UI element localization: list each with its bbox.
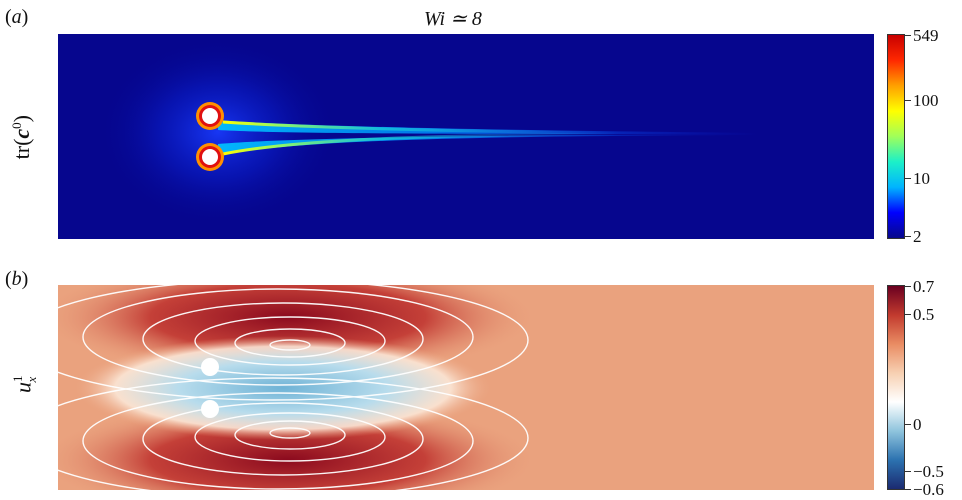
wake-upper	[218, 120, 758, 134]
cbar-a-tick-label: 100	[913, 91, 939, 110]
cbar-a-tickmark	[905, 178, 911, 179]
panel-a-colorbar	[887, 34, 905, 239]
cbar-b-tickmark	[905, 314, 911, 315]
panel-b-label: (b)	[5, 268, 29, 290]
cbar-b-tick-label: 0	[913, 415, 922, 434]
panel-b-ylabel: u1x	[10, 350, 40, 420]
cbar-a-tickmark	[905, 236, 911, 237]
cbar-b-tick-label: 0.5	[913, 305, 935, 324]
figure-title: Wi ≃ 8	[424, 6, 482, 31]
panel-a-ylabel: tr(c0)	[9, 87, 35, 187]
cbar-b-tickmark	[905, 424, 911, 425]
panel-a-letter: a	[11, 6, 22, 28]
ylabel-b-base: u	[10, 382, 36, 393]
cylinder-upper-b	[201, 358, 219, 376]
cbar-b-tickmark	[905, 471, 911, 472]
cbar-a-tick-label: 549	[913, 26, 939, 45]
cbar-a-tickmark	[905, 35, 911, 36]
cylinder-lower-b	[201, 400, 219, 418]
title-text: Wi ≃ 8	[424, 8, 482, 30]
halo	[98, 37, 338, 227]
cbar-b-tick-label: 0.7	[913, 277, 935, 296]
wake-upper-core	[222, 120, 619, 135]
wake-lower-core	[222, 132, 619, 156]
cbar-a-tick-label: 2	[913, 227, 922, 246]
cbar-b-tick-label: −0.6	[913, 480, 944, 499]
panel-b-field	[58, 285, 874, 490]
panel-b-field-svg	[58, 285, 538, 490]
ylabel-a-tr: tr(	[9, 138, 35, 160]
streamlines	[58, 285, 529, 490]
cylinder-lower	[202, 149, 218, 165]
ylabel-b-sup: 1	[10, 375, 26, 383]
cbar-b-tick-label: −0.5	[913, 462, 944, 481]
cylinder-upper	[202, 108, 218, 124]
ylabel-a-close: )	[9, 114, 35, 123]
negative-core	[73, 336, 493, 440]
ylabel-a-sup: 0	[8, 122, 24, 129]
cbar-b-tickmark	[905, 489, 911, 490]
cbar-b-tickmark	[905, 286, 911, 287]
ylabel-b-sub: x	[23, 376, 39, 383]
cbar-a-tickmark	[905, 100, 911, 101]
panel-a-field-svg	[98, 37, 758, 227]
ylabel-a-c: c	[9, 128, 35, 139]
cbar-a-tick-label: 10	[913, 169, 930, 188]
panel-b-letter: b	[11, 268, 22, 290]
panel-a-field	[58, 34, 874, 239]
panel-a-label: (a)	[5, 6, 29, 28]
panel-b-colorbar	[887, 285, 905, 490]
